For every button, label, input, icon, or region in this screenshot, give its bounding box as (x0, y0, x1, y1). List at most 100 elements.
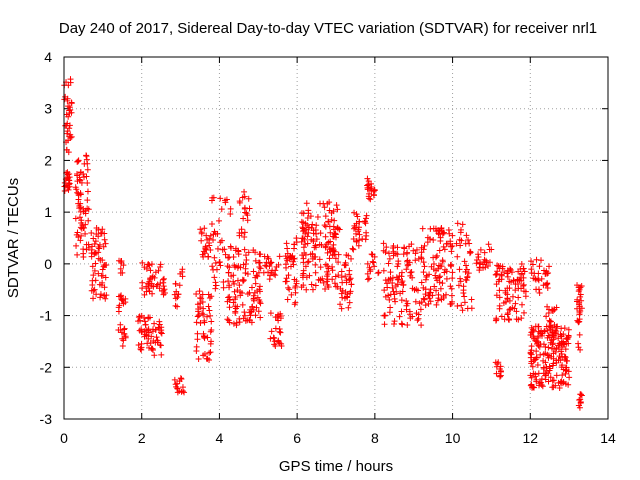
data-point (225, 278, 232, 285)
data-point (515, 294, 522, 301)
data-point (550, 336, 557, 343)
data-point (547, 322, 554, 329)
data-point (533, 354, 540, 361)
data-point (500, 300, 507, 307)
data-point (559, 362, 566, 369)
data-point (91, 240, 98, 247)
data-point (291, 301, 298, 308)
data-point (267, 310, 274, 317)
data-point (362, 236, 369, 243)
data-point (548, 353, 555, 360)
data-point (493, 315, 500, 322)
data-point (504, 273, 511, 280)
data-point (468, 305, 475, 312)
data-point (339, 294, 346, 301)
data-point (485, 263, 492, 270)
data-point (261, 253, 268, 260)
data-point (439, 258, 446, 265)
data-point (241, 229, 248, 236)
data-point (430, 237, 437, 244)
data-point (239, 301, 246, 308)
data-point (578, 392, 585, 399)
data-point (139, 259, 146, 266)
data-point (103, 261, 110, 268)
data-point (224, 316, 231, 323)
data-point (393, 274, 400, 281)
data-point (329, 252, 336, 259)
data-point (328, 210, 335, 217)
data-point (459, 307, 466, 314)
data-point (467, 249, 474, 256)
data-point (314, 213, 321, 220)
data-point (448, 243, 455, 250)
data-point (309, 221, 316, 228)
data-point (558, 333, 565, 340)
data-point (257, 251, 264, 258)
data-point (252, 257, 259, 264)
data-point (217, 262, 224, 269)
data-point (404, 321, 411, 328)
data-point (475, 254, 482, 261)
data-point (426, 235, 433, 242)
data-point (533, 256, 540, 263)
data-point (67, 106, 74, 113)
y-axis-label: SDTVAR / TECUs (5, 178, 22, 298)
data-point (317, 230, 324, 237)
data-point (97, 291, 104, 298)
data-point (577, 396, 584, 403)
data-point (367, 185, 374, 192)
data-point (545, 378, 552, 385)
data-point (138, 326, 145, 333)
data-point (426, 271, 433, 278)
data-point (63, 146, 70, 153)
data-point (380, 240, 387, 247)
data-point (433, 287, 440, 294)
data-point (375, 270, 382, 277)
data-point (563, 340, 570, 347)
data-point (389, 284, 396, 291)
data-point (547, 318, 554, 325)
data-point (240, 215, 247, 222)
data-point (552, 382, 559, 389)
data-point (493, 281, 500, 288)
data-point (547, 374, 554, 381)
data-point (449, 232, 456, 239)
data-point (206, 242, 213, 249)
data-point (269, 267, 276, 274)
y-tick-label: -2 (40, 359, 53, 375)
data-point (226, 264, 233, 271)
data-point (535, 370, 542, 377)
data-point (211, 274, 218, 281)
data-point (300, 259, 307, 266)
data-point (448, 292, 455, 299)
data-point (369, 258, 376, 265)
data-point (408, 268, 415, 275)
data-point (578, 391, 585, 398)
data-point (562, 370, 569, 377)
data-point (310, 238, 317, 245)
data-point (465, 270, 472, 277)
data-point (529, 363, 536, 370)
data-point (239, 276, 246, 283)
data-point (226, 282, 233, 289)
data-point (152, 326, 159, 333)
data-point (532, 275, 539, 282)
data-point (482, 264, 489, 271)
data-point (394, 244, 401, 251)
data-point (197, 320, 204, 327)
data-point (90, 287, 97, 294)
data-point (199, 291, 206, 298)
data-point (544, 351, 551, 358)
data-point (367, 196, 374, 203)
data-point (268, 328, 275, 335)
data-point (174, 294, 181, 301)
y-tick-label: 1 (44, 204, 52, 220)
data-point (335, 259, 342, 266)
data-point (236, 315, 243, 322)
data-point (88, 230, 95, 237)
data-point (426, 295, 433, 302)
data-point (329, 263, 336, 270)
data-point (161, 286, 168, 293)
data-point (537, 379, 544, 386)
data-point (67, 79, 74, 86)
